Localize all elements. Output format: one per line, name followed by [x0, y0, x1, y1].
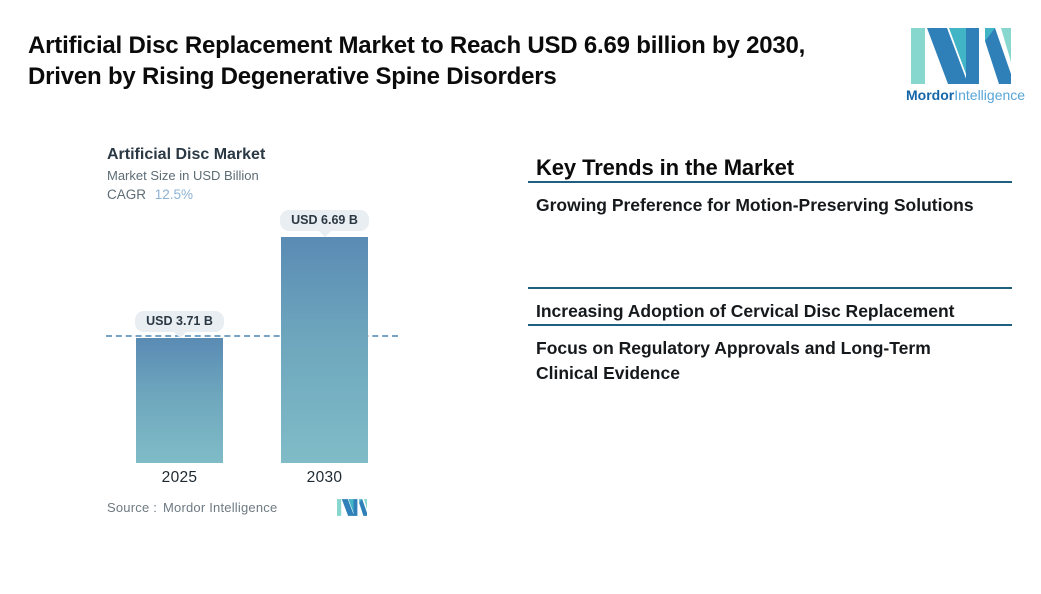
brand-name-light: Intelligence [954, 87, 1026, 103]
trend-item-3-text: Focus on Regulatory Approvals and Long-T… [536, 338, 931, 383]
bar-group-2025: USD 3.71 B [135, 311, 224, 463]
source-text: Source : Mordor Intelligence [107, 500, 277, 515]
bar-2030 [281, 237, 368, 463]
brand-name: MordorIntelligence [906, 87, 1025, 103]
page-title: Artificial Disc Replacement Market to Re… [28, 30, 888, 92]
trend-item-1: Growing Preference for Motion-Preserving… [528, 181, 1012, 287]
brand-name-bold: Mordor [906, 87, 955, 103]
cagr-label: CAGR [107, 187, 147, 202]
key-trends-heading: Key Trends in the Market [536, 155, 795, 180]
value-label-tail-icon [173, 332, 186, 338]
reference-dashed-line [106, 335, 398, 337]
source-label: Source : [107, 500, 158, 515]
mordor-intelligence-mini-logo-icon [337, 499, 367, 521]
source-value: Mordor Intelligence [163, 500, 278, 515]
chart-subtitle: Market Size in USD Billion [107, 168, 259, 183]
trend-item-1-text: Growing Preference for Motion-Preserving… [536, 195, 974, 215]
cagr-value: 12.5% [154, 187, 194, 202]
value-label-tail-icon [318, 231, 331, 237]
mordor-intelligence-logo-icon [906, 28, 1016, 84]
bar-group-2030: USD 6.69 B [280, 210, 369, 463]
page-title-line1: Artificial Disc Replacement Market to Re… [28, 32, 806, 59]
trend-item-2: Increasing Adoption of Cervical Disc Rep… [528, 287, 1012, 324]
trend-item-2-text: Increasing Adoption of Cervical Disc Rep… [536, 301, 955, 321]
plot-area: USD 3.71 B USD 6.69 B 2025 2030 [106, 210, 398, 486]
page-title-line2: Driven by Rising Degenerative Spine Diso… [28, 63, 557, 90]
value-label-2030: USD 6.69 B [280, 210, 369, 231]
bar-chart: Artificial Disc Market Market Size in US… [106, 146, 398, 519]
bar-2025 [136, 338, 223, 463]
chart-title: Artificial Disc Market [107, 146, 266, 163]
chart-cagr: CAGR 12.5% [107, 187, 398, 202]
key-trends-panel: Key Trends in the Market Growing Prefere… [528, 155, 1012, 386]
brand-logo: MordorIntelligence [906, 28, 1025, 103]
value-label-2025: USD 3.71 B [135, 311, 224, 332]
x-axis-label-2025: 2025 [161, 469, 198, 486]
chart-source: Source : Mordor Intelligence [107, 499, 398, 519]
trend-item-3: Focus on Regulatory Approvals and Long-T… [528, 324, 1012, 386]
x-axis-label-2030: 2030 [306, 469, 343, 486]
